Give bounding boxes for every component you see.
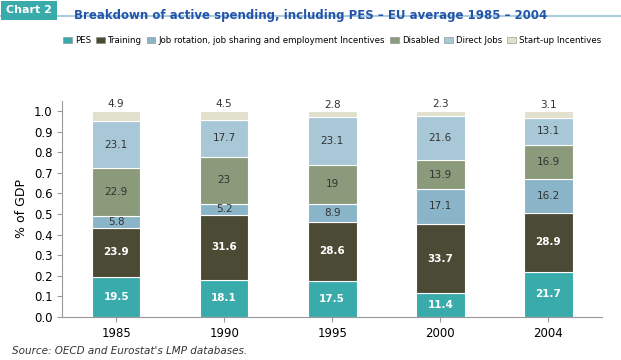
- Bar: [524, 118, 573, 145]
- Text: 4.9: 4.9: [108, 99, 124, 109]
- Bar: [200, 204, 248, 215]
- Bar: [200, 280, 248, 317]
- Text: 13.1: 13.1: [537, 126, 560, 136]
- Bar: [416, 160, 465, 189]
- Bar: [92, 228, 140, 277]
- Text: 28.6: 28.6: [319, 246, 345, 256]
- Text: 17.1: 17.1: [428, 202, 452, 211]
- Text: 23.1: 23.1: [320, 136, 344, 146]
- Bar: [308, 117, 356, 165]
- Bar: [524, 145, 573, 179]
- Bar: [92, 111, 140, 121]
- Bar: [524, 272, 573, 317]
- Bar: [308, 165, 356, 204]
- Text: 23: 23: [217, 175, 231, 185]
- Bar: [416, 189, 465, 224]
- Bar: [200, 120, 248, 157]
- Text: 28.9: 28.9: [535, 238, 561, 247]
- Text: 22.9: 22.9: [104, 187, 128, 197]
- Text: 16.2: 16.2: [537, 191, 560, 201]
- Bar: [416, 293, 465, 317]
- Bar: [200, 215, 248, 280]
- Bar: [524, 179, 573, 213]
- Bar: [308, 111, 356, 117]
- Bar: [416, 116, 465, 160]
- Bar: [200, 111, 248, 120]
- Text: 8.9: 8.9: [324, 208, 340, 218]
- Text: 5.8: 5.8: [108, 217, 124, 226]
- Text: 17.5: 17.5: [319, 294, 345, 304]
- Text: 2.8: 2.8: [324, 100, 340, 110]
- Bar: [92, 277, 140, 317]
- Text: 31.6: 31.6: [211, 242, 237, 252]
- Text: 3.1: 3.1: [540, 100, 556, 110]
- Bar: [308, 222, 356, 281]
- Text: 23.9: 23.9: [103, 247, 129, 257]
- Text: 16.9: 16.9: [537, 157, 560, 167]
- Text: 2.3: 2.3: [432, 99, 448, 109]
- Bar: [92, 121, 140, 168]
- Bar: [200, 157, 248, 204]
- Bar: [524, 111, 573, 118]
- Bar: [524, 213, 573, 272]
- Text: 21.6: 21.6: [428, 133, 452, 143]
- Bar: [92, 216, 140, 228]
- Text: 4.5: 4.5: [216, 99, 232, 109]
- Bar: [308, 281, 356, 317]
- Text: 11.4: 11.4: [427, 300, 453, 310]
- Text: 13.9: 13.9: [428, 170, 452, 180]
- Text: 17.7: 17.7: [212, 133, 236, 143]
- Text: 21.7: 21.7: [535, 289, 561, 300]
- Bar: [416, 224, 465, 293]
- Text: Breakdown of active spending, including PES – EU average 1985 – 2004: Breakdown of active spending, including …: [74, 9, 547, 22]
- Legend: PES, Training, Job rotation, job sharing and employment Incentives, Disabled, Di: PES, Training, Job rotation, job sharing…: [63, 36, 601, 45]
- Text: Source: OECD and Eurostat's LMP databases.: Source: OECD and Eurostat's LMP database…: [12, 346, 248, 356]
- Text: Chart 2: Chart 2: [6, 5, 52, 15]
- Y-axis label: % of GDP: % of GDP: [15, 179, 28, 238]
- Bar: [416, 111, 465, 116]
- Text: 5.2: 5.2: [216, 204, 232, 214]
- Bar: [308, 204, 356, 222]
- Bar: [92, 168, 140, 216]
- Text: 33.7: 33.7: [427, 254, 453, 264]
- Text: 19: 19: [325, 179, 339, 189]
- Text: 23.1: 23.1: [104, 140, 128, 150]
- Text: 18.1: 18.1: [211, 293, 237, 303]
- Text: 19.5: 19.5: [103, 292, 129, 302]
